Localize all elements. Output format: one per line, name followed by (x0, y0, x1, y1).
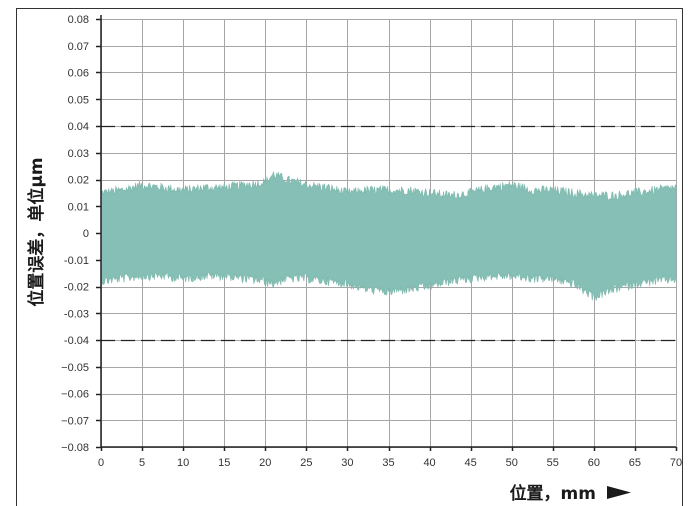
y-tick-label: −0.06 (61, 389, 89, 401)
y-tick-label: -0.04 (64, 335, 89, 347)
y-tick-label: 0.02 (68, 175, 89, 187)
error-envelope-area (100, 171, 677, 301)
y-axis-title: 位置误差，单位μm (26, 157, 47, 306)
x-axis-title: 位置，mm (510, 483, 596, 504)
x-tick-label: 10 (177, 457, 189, 469)
y-tick-label: -0.01 (64, 255, 89, 267)
x-tick-label: 20 (259, 457, 271, 469)
x-tick-label: 70 (670, 457, 682, 469)
y-tick-label: -0.02 (64, 282, 89, 294)
x-tick-label: 50 (506, 457, 518, 469)
x-tick-label: 45 (465, 457, 477, 469)
y-tick-label: −0.07 (61, 415, 89, 427)
tolerance-reference-lines (101, 125, 676, 342)
y-tick-label: 0.04 (68, 121, 89, 133)
x-axis-arrow-icon (607, 486, 631, 499)
x-tick-label: 0 (98, 457, 104, 469)
x-tick-label: 25 (300, 457, 312, 469)
y-tick-label: −0.05 (61, 362, 89, 374)
x-tick-label: 35 (382, 457, 394, 469)
y-tick-label: 0.01 (68, 201, 89, 213)
x-tick-label: 5 (139, 457, 145, 469)
x-tick-labels: 0 5 10 15 20 25 30 35 40 45 50 55 60 65 70 (98, 457, 682, 469)
x-tick-label: 30 (341, 457, 353, 469)
x-tick-label: 55 (547, 457, 559, 469)
x-tick-label: 60 (588, 457, 600, 469)
y-tick-labels: 0.08 0.07 0.06 0.05 0.04 0.03 0.02 0.01 0 -0.01 -0… (61, 14, 89, 454)
y-tick-label: 0.06 (68, 68, 89, 80)
axes (96, 15, 678, 451)
y-tick-label: −0.08 (61, 442, 89, 454)
y-tick-label: 0.07 (68, 41, 89, 53)
y-tick-label: 0.03 (68, 148, 89, 160)
x-tick-label: 40 (423, 457, 435, 469)
y-tick-label: 0.05 (68, 94, 89, 106)
y-tick-label: 0.08 (68, 14, 89, 26)
y-tick-label: -0.03 (64, 308, 89, 320)
x-tick-label: 65 (629, 457, 641, 469)
y-tick-label: 0 (83, 228, 89, 240)
x-tick-label: 15 (218, 457, 230, 469)
